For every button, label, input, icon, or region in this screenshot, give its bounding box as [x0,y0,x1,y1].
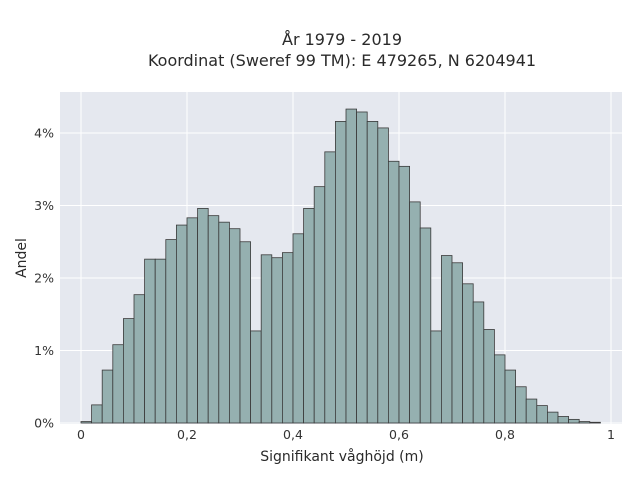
histogram-bar [112,344,124,424]
x-tick-label: 0 [77,427,85,442]
histogram-bar [419,227,432,424]
chart-title-line1: År 1979 - 2019 [282,30,402,49]
histogram-bar [483,329,495,424]
histogram-bar [472,301,485,424]
histogram-bars [80,108,601,424]
histogram-bar [197,207,209,424]
y-tick-label: 1% [34,343,54,358]
x-tick-label: 1 [607,427,615,442]
histogram-bar [398,165,411,424]
histogram-bar [175,224,188,424]
y-tick-label: 4% [34,126,54,141]
histogram-bar [239,241,252,424]
x-tick-label: 0,6 [389,427,409,442]
histogram-bar [218,221,230,424]
histogram-bar [366,121,379,424]
histogram-bar [281,252,294,424]
histogram-bar [515,386,527,424]
histogram-bar [589,421,601,424]
histogram-bar [409,201,421,424]
chart-title-line2: Koordinat (Sweref 99 TM): E 479265, N 62… [148,51,536,70]
x-tick-label: 0,2 [177,427,197,442]
x-axis-label: Signifikant våghöjd (m) [260,448,423,465]
histogram-bar [228,228,241,424]
histogram-bar [536,405,548,424]
histogram-bar [133,294,146,424]
histogram-bar [493,354,506,424]
histogram-bar [377,127,389,424]
histogram-bar [578,421,591,424]
y-tick-label: 2% [34,271,54,286]
histogram-bar [547,411,559,424]
histogram-bar [462,283,474,424]
histogram-bar [440,255,453,424]
histogram-bar [271,257,283,424]
histogram-bar [557,416,570,424]
histogram-bar [313,186,326,424]
y-axis-label: Andel [14,238,30,278]
histogram-bar [101,369,114,424]
histogram-bar [250,330,262,424]
histogram-bar [260,254,273,424]
histogram-bar [144,258,156,424]
histogram-bar [334,121,347,424]
histogram-bar [504,369,517,424]
histogram-bar [303,207,315,424]
histogram-bar [345,108,358,424]
histogram-bar [525,398,538,424]
histogram-bar [123,318,135,424]
histogram-bar [430,330,442,424]
histogram-bar [186,217,199,424]
histogram-bar [80,421,93,424]
tick-labels: 0 0,2 0,4 0,6 0,8 1 0% 1% 2% 3% 4% [34,126,615,443]
histogram-bar [324,151,336,424]
histogram-bar [451,262,464,424]
x-tick-label: 0,4 [283,427,303,442]
histogram-bar [165,239,177,424]
histogram-bar [568,418,580,424]
x-tick-label: 0,8 [495,427,515,442]
histogram-bar [356,111,368,424]
histogram-bar [292,233,305,424]
histogram-bar [207,215,220,424]
histogram-bar [154,258,167,424]
y-tick-label: 0% [34,416,54,431]
histogram-bar [387,160,400,424]
y-tick-label: 3% [34,198,54,213]
histogram-bar [91,404,103,424]
